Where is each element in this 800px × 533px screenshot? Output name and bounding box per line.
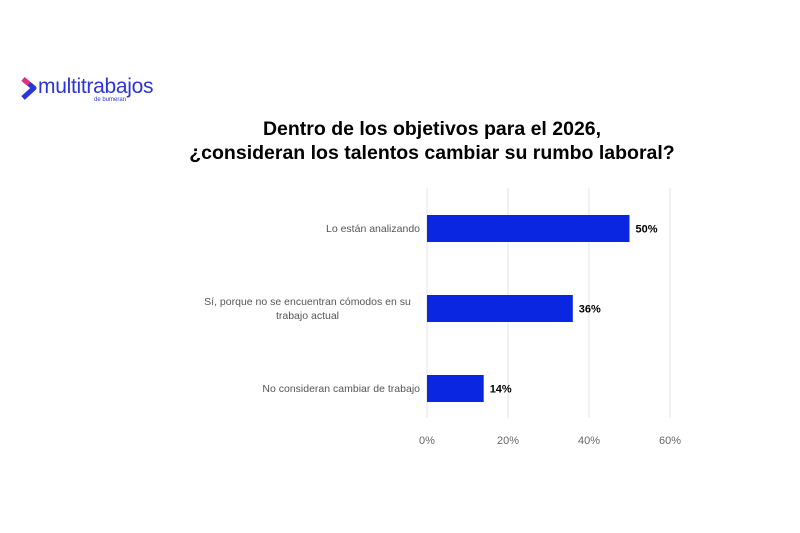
category-label: Lo están analizando [180, 222, 420, 236]
x-tick-label: 20% [497, 435, 519, 447]
data-label: 14% [490, 384, 512, 396]
category-label-text: Sí, porque no se encuentran cómodos en s… [204, 295, 411, 322]
title-line-1: Dentro de los objetivos para el 2026, [262, 118, 602, 140]
logo-subtext: de bumeran [94, 97, 127, 103]
title-line-2: ¿consideran los talentos cambiar su rumb… [189, 142, 675, 164]
x-tick-label: 0% [419, 435, 435, 447]
x-tick-label: 60% [659, 435, 681, 447]
x-tick-label: 40% [578, 435, 600, 447]
multitrabajos-logo-icon [21, 77, 37, 100]
bar [427, 215, 630, 242]
logo-text: multitrabajos [38, 75, 154, 98]
category-label: Sí, porque no se encuentran cómodos en s… [180, 295, 420, 323]
category-label-text: Lo están analizando [326, 222, 420, 235]
data-label: 50% [636, 224, 658, 236]
chart-title: Dentro de los objetivos para el 2026, ¿c… [132, 117, 732, 165]
category-label: No consideran cambiar de trabajo [180, 382, 420, 396]
bar [427, 375, 484, 402]
category-label-text: No consideran cambiar de trabajo [262, 382, 420, 395]
data-label: 36% [579, 304, 601, 316]
bar [427, 295, 573, 322]
